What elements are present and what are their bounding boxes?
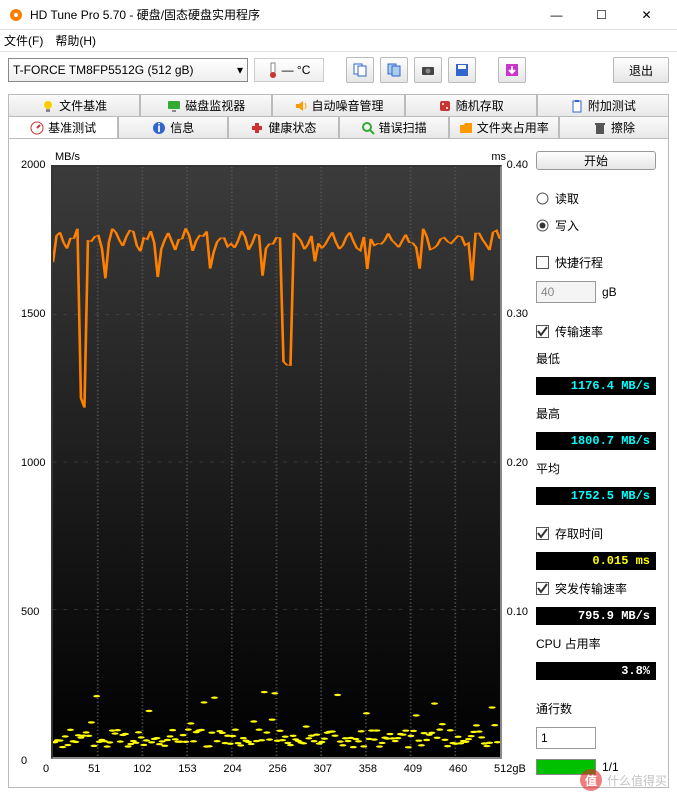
- lightbulb-icon: [41, 99, 55, 113]
- pass-label: 通行数: [536, 700, 656, 717]
- thermometer-icon: [268, 61, 278, 79]
- tabs-area: 文件基准磁盘监视器自动噪音管理随机存取附加测试 基准测试i信息健康状态错误扫描文…: [0, 88, 677, 138]
- copy-screenshot-button[interactable]: [380, 57, 408, 83]
- tab-文件基准[interactable]: 文件基准: [8, 94, 140, 116]
- x-tick: 307: [314, 763, 332, 775]
- x-tick: 512gB: [494, 763, 526, 775]
- short-stroke-checkbox[interactable]: 快捷行程: [536, 254, 656, 271]
- x-tick: 256: [269, 763, 287, 775]
- monitor-icon: [167, 99, 181, 113]
- tab-擦除[interactable]: 擦除: [559, 116, 669, 138]
- x-tick: 409: [404, 763, 422, 775]
- max-label: 最高: [536, 405, 656, 422]
- avg-value: 1752.5 MB/s: [536, 487, 656, 505]
- avg-label: 平均: [536, 460, 656, 477]
- chart-container: MB/s ms 2000 1500 1000 500 0 0.40 0.30 0.20 0.10…: [21, 151, 528, 775]
- y-left-tick: 1500: [21, 308, 45, 320]
- clipboard-icon: [570, 99, 584, 113]
- tab-随机存取[interactable]: 随机存取: [405, 94, 537, 116]
- tab-附加测试[interactable]: 附加测试: [537, 94, 669, 116]
- minimize-button[interactable]: —: [534, 0, 579, 30]
- tab-健康状态[interactable]: 健康状态: [228, 116, 338, 138]
- tab-文件夹占用率[interactable]: 文件夹占用率: [449, 116, 559, 138]
- burst-rate-checkbox[interactable]: 突发传输速率: [536, 580, 656, 597]
- cpu-label: CPU 占用率: [536, 635, 656, 652]
- min-value: 1176.4 MB/s: [536, 377, 656, 395]
- close-button[interactable]: ✕: [624, 0, 669, 30]
- y-left-tick: 2000: [21, 159, 45, 171]
- read-radio[interactable]: 读取: [536, 190, 656, 207]
- window-title: HD Tune Pro 5.70 - 硬盘/固态硬盘实用程序: [30, 6, 534, 23]
- gauge-icon: [30, 121, 44, 135]
- access-value: 0.015 ms: [536, 552, 656, 570]
- folder-icon: [459, 121, 473, 135]
- info-icon: i: [152, 121, 166, 135]
- toolbar: T-FORCE TM8FP5512G (512 gB) ▾ — °C 退出: [0, 52, 677, 88]
- speaker-icon: [294, 99, 308, 113]
- svg-text:值: 值: [585, 773, 597, 788]
- x-tick: 153: [178, 763, 196, 775]
- screenshot-button[interactable]: [414, 57, 442, 83]
- tab-错误扫描[interactable]: 错误扫描: [339, 116, 449, 138]
- app-icon: [8, 7, 24, 23]
- menu-file[interactable]: 文件(F): [4, 32, 43, 49]
- svg-text:i: i: [158, 121, 161, 135]
- menu-help[interactable]: 帮助(H): [55, 32, 96, 49]
- tab-信息[interactable]: i信息: [118, 116, 228, 138]
- access-time-checkbox[interactable]: 存取时间: [536, 525, 656, 542]
- tab-基准测试[interactable]: 基准测试: [8, 116, 118, 138]
- search-icon: [361, 121, 375, 135]
- transfer-rate-checkbox[interactable]: 传输速率: [536, 323, 656, 340]
- drive-select[interactable]: T-FORCE TM8FP5512G (512 gB) ▾: [8, 58, 248, 82]
- y-right-tick: 0.10: [507, 606, 528, 618]
- x-tick: 204: [223, 763, 241, 775]
- maximize-button[interactable]: ☐: [579, 0, 624, 30]
- download-button[interactable]: [498, 57, 526, 83]
- start-button[interactable]: 开始: [536, 151, 656, 170]
- x-tick: 460: [449, 763, 467, 775]
- side-panel: 开始 读取 写入 快捷行程 40 gB 传输速率 最低 1176.4 MB/s …: [536, 151, 656, 775]
- temperature-display: — °C: [254, 58, 324, 82]
- x-tick: 51: [88, 763, 100, 775]
- watermark: 值 值(什么值得买 什么值得买: [579, 768, 667, 792]
- tab-自动噪音管理[interactable]: 自动噪音管理: [272, 94, 404, 116]
- dice-icon: [438, 99, 452, 113]
- y-left-tick: 0: [21, 755, 27, 767]
- content-panel: MB/s ms 2000 1500 1000 500 0 0.40 0.30 0.20 0.10…: [8, 138, 669, 788]
- write-radio[interactable]: 写入: [536, 217, 656, 234]
- trash-icon: [593, 121, 607, 135]
- y-right-tick: 0.40: [507, 159, 528, 171]
- menubar: 文件(F) 帮助(H): [0, 30, 677, 52]
- burst-value: 795.9 MB/s: [536, 607, 656, 625]
- x-tick: 0: [43, 763, 49, 775]
- y-right-unit: ms: [491, 151, 506, 163]
- cpu-value: 3.8%: [536, 662, 656, 680]
- exit-button[interactable]: 退出: [613, 57, 669, 83]
- drive-select-value: T-FORCE TM8FP5512G (512 gB): [13, 63, 194, 77]
- min-label: 最低: [536, 350, 656, 367]
- pass-input[interactable]: 1: [536, 727, 596, 749]
- titlebar: HD Tune Pro 5.70 - 硬盘/固态硬盘实用程序 — ☐ ✕: [0, 0, 677, 30]
- copy-text-button[interactable]: [346, 57, 374, 83]
- x-tick: 358: [359, 763, 377, 775]
- max-value: 1800.7 MB/s: [536, 432, 656, 450]
- chevron-down-icon: ▾: [237, 63, 243, 77]
- y-left-unit: MB/s: [55, 151, 80, 163]
- short-stroke-input[interactable]: 40: [536, 281, 596, 303]
- x-tick: 102: [133, 763, 151, 775]
- y-left-tick: 500: [21, 606, 39, 618]
- tab-磁盘监视器[interactable]: 磁盘监视器: [140, 94, 272, 116]
- save-button[interactable]: [448, 57, 476, 83]
- benchmark-chart: [51, 165, 502, 759]
- plus-icon: [250, 121, 264, 135]
- y-left-tick: 1000: [21, 457, 45, 469]
- y-right-tick: 0.20: [507, 457, 528, 469]
- short-stroke-value: 40 gB: [536, 281, 656, 303]
- y-right-tick: 0.30: [507, 308, 528, 320]
